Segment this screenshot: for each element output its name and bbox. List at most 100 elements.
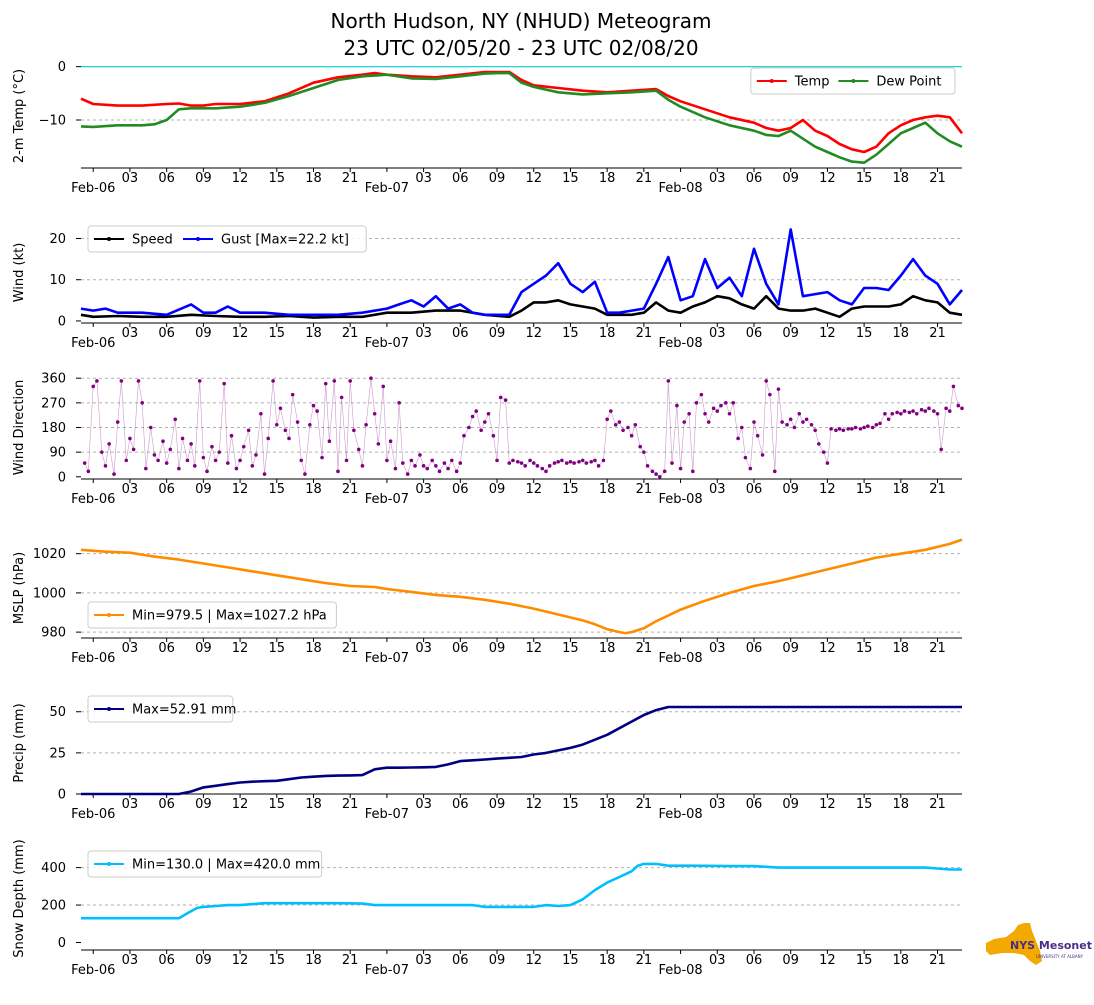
wind-direction-point <box>528 458 532 463</box>
x-tick-label: Feb-06 <box>71 963 115 978</box>
x-tick-label: 15 <box>856 797 873 812</box>
wind-direction-point <box>229 433 234 438</box>
wind-direction-point <box>495 458 499 463</box>
wind-direction-point <box>262 472 267 476</box>
y-axis-label: MSLP (hPa) <box>12 552 27 624</box>
wind-direction-point <box>764 379 769 383</box>
wind-direction-point <box>369 376 373 380</box>
wind-direction-point <box>657 475 662 479</box>
x-tick-label: 03 <box>122 797 139 812</box>
x-tick-label: 15 <box>269 641 286 656</box>
x-tick-label: 06 <box>746 797 763 812</box>
x-tick-label: Feb-07 <box>365 807 409 822</box>
wind-direction-point <box>405 472 410 476</box>
x-tick-label: 06 <box>452 171 469 186</box>
x-tick-label: 12 <box>232 953 249 968</box>
wind-direction-point <box>498 395 503 400</box>
x-tick-label: 03 <box>122 171 139 186</box>
wind-direction-point <box>462 433 466 438</box>
wind-direction-point <box>552 461 557 465</box>
wind-direction-point <box>617 420 622 424</box>
wind-direction-point <box>250 464 255 468</box>
x-tick-label: 09 <box>489 641 506 656</box>
legend: Temp Dew Point <box>750 67 956 95</box>
x-tick-label: 15 <box>856 326 873 341</box>
x-tick-label: 21 <box>929 641 946 656</box>
wind-direction-point <box>535 464 540 468</box>
x-tick-label: 03 <box>415 171 432 186</box>
wind-direction-point <box>736 436 740 441</box>
x-tick-label: 18 <box>305 326 322 341</box>
x-tick-label: 21 <box>929 171 946 186</box>
wind-direction-point <box>544 469 548 474</box>
wind-direction-point <box>144 466 148 471</box>
wind-direction-point <box>278 406 283 411</box>
wind-direction-point <box>311 403 316 408</box>
x-tick-label: 18 <box>599 953 616 968</box>
wind-direction-point <box>817 442 821 446</box>
wind-direction-point <box>911 409 915 413</box>
wind-direction-point <box>804 417 809 422</box>
x-tick-label: Feb-06 <box>71 807 115 822</box>
x-tick-label: 09 <box>782 482 799 497</box>
wind-direction-point <box>246 428 251 433</box>
x-tick-label: 15 <box>856 171 873 186</box>
x-tick-label: 03 <box>122 482 139 497</box>
wind-direction-point <box>308 422 312 427</box>
x-tick-label: 18 <box>305 797 322 812</box>
x-tick-label: 15 <box>562 641 579 656</box>
wind-direction-point <box>829 427 833 431</box>
x-tick-label: 09 <box>195 171 212 186</box>
wind-direction-point <box>205 469 209 474</box>
x-tick-label: 18 <box>599 641 616 656</box>
wind-direction-point <box>809 422 814 427</box>
y-tick-label: 0 <box>58 314 66 329</box>
x-tick-label: 09 <box>195 326 212 341</box>
wind-direction-point <box>421 464 426 468</box>
x-tick-label: 09 <box>782 171 799 186</box>
figure-title-line2: 23 UTC 02/05/20 - 23 UTC 02/08/20 <box>343 36 698 60</box>
wind-direction-point <box>935 412 940 416</box>
legend-box <box>87 850 323 878</box>
x-tick-label: 03 <box>709 482 726 497</box>
x-tick-label: 18 <box>893 953 910 968</box>
wind-direction-point <box>605 417 609 422</box>
wind-direction-point <box>161 439 165 443</box>
series-line-speed <box>80 294 963 319</box>
x-tick-label: 03 <box>709 797 726 812</box>
wind-direction-point <box>100 450 104 454</box>
wind-direction-point <box>226 461 230 465</box>
y-tick-label: 0 <box>58 60 66 75</box>
wind-direction-point <box>287 436 291 441</box>
wind-direction-point <box>413 464 417 468</box>
wind-direction-trace <box>84 378 963 478</box>
x-tick-label: 03 <box>415 641 432 656</box>
wind-direction-point <box>694 401 699 405</box>
wind-direction-point <box>772 469 777 474</box>
wind-direction-point <box>409 458 414 463</box>
wind-direction-point <box>442 461 447 465</box>
x-tick-label: 18 <box>599 326 616 341</box>
x-tick-label: 09 <box>489 482 506 497</box>
x-tick-label: 15 <box>562 953 579 968</box>
wind-direction-point <box>339 395 344 400</box>
x-tick-label: 06 <box>158 326 175 341</box>
wind-direction-point <box>393 466 398 471</box>
x-tick-label: 15 <box>269 326 286 341</box>
x-tick-label: 12 <box>819 953 836 968</box>
wind-direction-point <box>491 433 496 438</box>
wind-direction-point <box>454 469 459 474</box>
wind-direction-point <box>666 379 671 383</box>
wind-direction-point <box>834 428 838 433</box>
wind-direction-point <box>932 409 936 413</box>
x-tick-label: 12 <box>232 171 249 186</box>
wind-direction-point <box>128 436 132 441</box>
y-tick-label: 90 <box>49 446 66 461</box>
wind-direction-point <box>703 412 707 416</box>
wind-direction-point <box>760 453 765 457</box>
x-tick-label: 15 <box>562 171 579 186</box>
x-tick-label: 12 <box>525 641 542 656</box>
wind-direction-point <box>388 439 393 443</box>
x-tick-label: 09 <box>195 482 212 497</box>
